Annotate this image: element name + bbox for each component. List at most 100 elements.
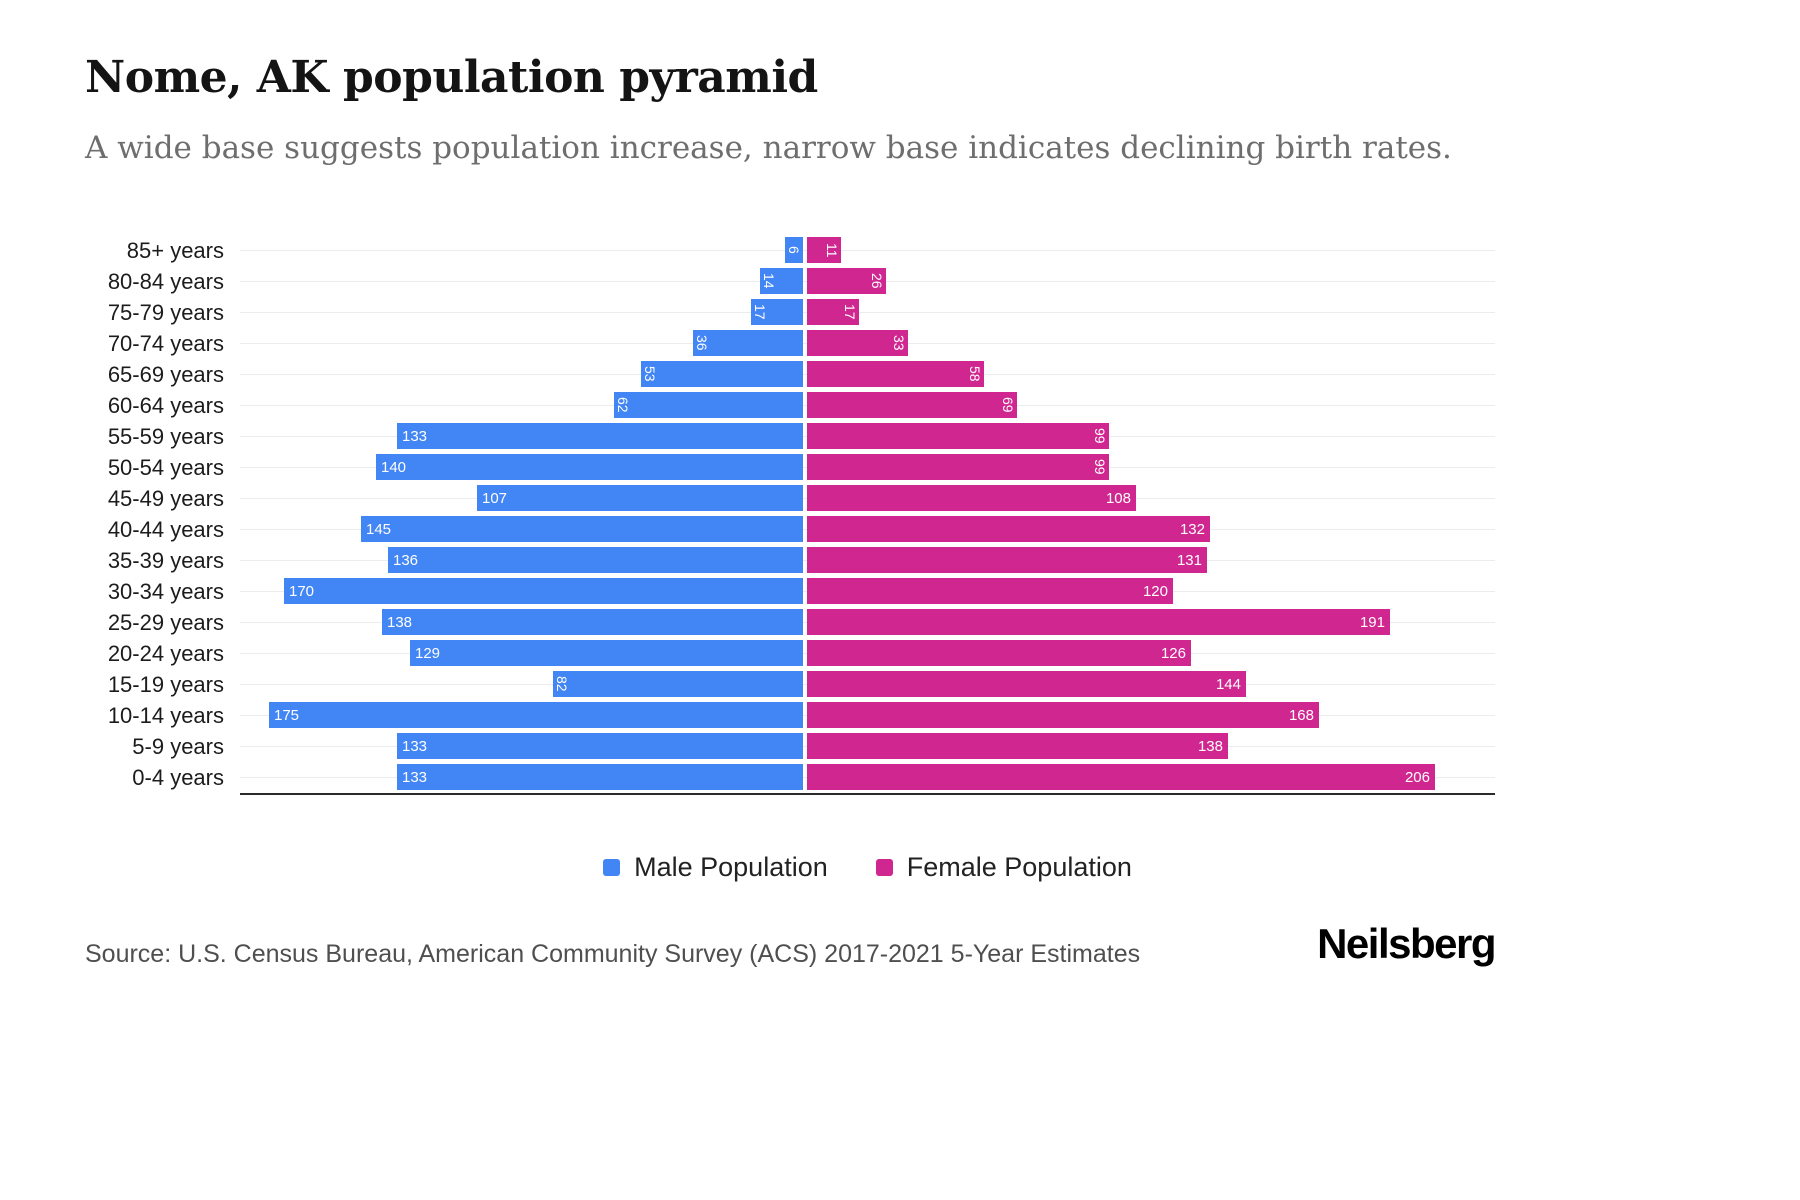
age-group-label: 40-44 years	[107, 516, 224, 542]
female-legend-label: Female Population	[906, 852, 1132, 882]
pyramid-row: 70-74 years 36 33	[75, 328, 1495, 359]
neilsberg-logo: Neilsberg	[1317, 920, 1496, 967]
male-legend-swatch	[603, 859, 621, 876]
legend-item-male: Male Population	[603, 852, 828, 883]
bar-value-label: 170	[289, 582, 315, 600]
bars-area: 175 168	[240, 700, 1495, 731]
female-bar: 108	[807, 485, 1136, 511]
population-pyramid-chart: 85+ years 6 11 80-84 years 14 26 75-79 years 17…	[75, 235, 1495, 795]
female-bar: 144	[807, 671, 1246, 697]
female-bar: 132	[807, 516, 1210, 542]
bars-area: 82 144	[240, 669, 1495, 700]
male-bar: 107	[477, 485, 803, 511]
age-group-label: 55-59 years	[107, 423, 224, 449]
female-bar: 11	[807, 237, 841, 263]
male-bar: 133	[397, 733, 803, 759]
female-bar: 69	[807, 392, 1017, 418]
bar-value-label: 133	[402, 427, 428, 445]
pyramid-row: 60-64 years 62 69	[75, 390, 1495, 421]
pyramid-row: 40-44 years 145 132	[75, 514, 1495, 545]
chart-title: Nome, AK population pyramid	[85, 52, 818, 103]
bar-value-label: 11	[824, 242, 840, 258]
bar-value-label: 129	[415, 644, 441, 662]
female-bar: 26	[807, 268, 886, 294]
bar-value-label: 36	[694, 335, 710, 351]
female-bar: 99	[807, 423, 1109, 449]
age-group-label: 0-4 years	[132, 764, 224, 790]
age-group-label: 25-29 years	[107, 609, 224, 635]
bars-area: 133 138	[240, 731, 1495, 762]
age-group-label: 10-14 years	[107, 702, 224, 728]
bar-value-label: 136	[393, 551, 419, 569]
male-bar: 133	[397, 423, 803, 449]
male-bar: 140	[376, 454, 803, 480]
bar-value-label: 131	[1176, 551, 1202, 569]
pyramid-row: 85+ years 6 11	[75, 235, 1495, 266]
bar-value-label: 62	[615, 397, 631, 413]
male-bar: 175	[269, 702, 803, 728]
age-group-label: 45-49 years	[107, 485, 224, 511]
bars-area: 53 58	[240, 359, 1495, 390]
chart-rows: 85+ years 6 11 80-84 years 14 26 75-79 years 17…	[75, 235, 1495, 793]
bars-area: 136 131	[240, 545, 1495, 576]
male-bar: 145	[361, 516, 803, 542]
pyramid-row: 10-14 years 175 168	[75, 700, 1495, 731]
bars-area: 170 120	[240, 576, 1495, 607]
bar-value-label: 206	[1404, 768, 1430, 786]
age-group-label: 70-74 years	[107, 330, 224, 356]
age-group-label: 35-39 years	[107, 547, 224, 573]
male-bar: 82	[553, 671, 803, 697]
bar-value-label: 138	[387, 613, 413, 631]
bar-value-label: 69	[1000, 397, 1016, 413]
male-bar: 138	[382, 609, 803, 635]
female-bar: 191	[807, 609, 1390, 635]
pyramid-row: 30-34 years 170 120	[75, 576, 1495, 607]
bar-value-label: 133	[402, 768, 428, 786]
bar-value-label: 53	[642, 366, 658, 382]
bars-area: 36 33	[240, 328, 1495, 359]
female-bar: 168	[807, 702, 1319, 728]
bar-value-label: 120	[1142, 582, 1168, 600]
bar-value-label: 107	[482, 489, 508, 507]
age-group-label: 65-69 years	[107, 361, 224, 387]
age-group-label: 75-79 years	[107, 299, 224, 325]
bar-value-label: 138	[1197, 737, 1223, 755]
bar-value-label: 17	[752, 304, 768, 320]
bar-value-label: 99	[1092, 459, 1108, 475]
pyramid-row: 20-24 years 129 126	[75, 638, 1495, 669]
legend-item-female: Female Population	[875, 852, 1132, 883]
bar-value-label: 140	[381, 458, 407, 476]
age-group-label: 85+ years	[126, 237, 224, 263]
age-group-label: 30-34 years	[107, 578, 224, 604]
bar-value-label: 33	[891, 335, 907, 351]
age-group-label: 80-84 years	[107, 268, 224, 294]
gridline	[240, 250, 1495, 251]
male-bar: 170	[284, 578, 803, 604]
bar-value-label: 108	[1105, 489, 1131, 507]
bars-area: 107 108	[240, 483, 1495, 514]
bars-area: 138 191	[240, 607, 1495, 638]
male-bar: 14	[760, 268, 803, 294]
gridline	[240, 312, 1495, 313]
female-bar: 99	[807, 454, 1109, 480]
female-legend-swatch	[875, 859, 893, 876]
pyramid-row: 65-69 years 53 58	[75, 359, 1495, 390]
pyramid-row: 15-19 years 82 144	[75, 669, 1495, 700]
age-group-label: 50-54 years	[107, 454, 224, 480]
bar-value-label: 14	[761, 273, 777, 289]
female-bar: 138	[807, 733, 1228, 759]
bars-area: 129 126	[240, 638, 1495, 669]
male-legend-label: Male Population	[634, 852, 828, 882]
age-group-label: 20-24 years	[107, 640, 224, 666]
bar-value-label: 58	[967, 366, 983, 382]
x-axis-line	[240, 793, 1495, 795]
age-group-label: 15-19 years	[107, 671, 224, 697]
bars-area: 133 206	[240, 762, 1495, 793]
bar-value-label: 82	[554, 676, 570, 692]
pyramid-row: 35-39 years 136 131	[75, 545, 1495, 576]
male-bar: 53	[641, 361, 803, 387]
bar-value-label: 126	[1160, 644, 1186, 662]
female-bar: 33	[807, 330, 908, 356]
female-bar: 120	[807, 578, 1173, 604]
male-bar: 62	[614, 392, 803, 418]
